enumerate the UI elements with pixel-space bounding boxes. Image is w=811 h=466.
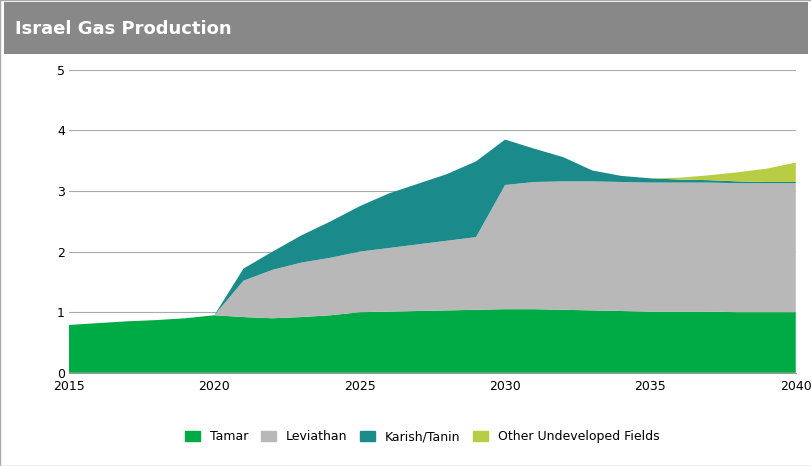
Legend: Tamar, Leviathan, Karish/Tanin, Other Undeveloped Fields: Tamar, Leviathan, Karish/Tanin, Other Un… <box>180 425 663 448</box>
Text: Israel Gas Production: Israel Gas Production <box>15 20 231 38</box>
